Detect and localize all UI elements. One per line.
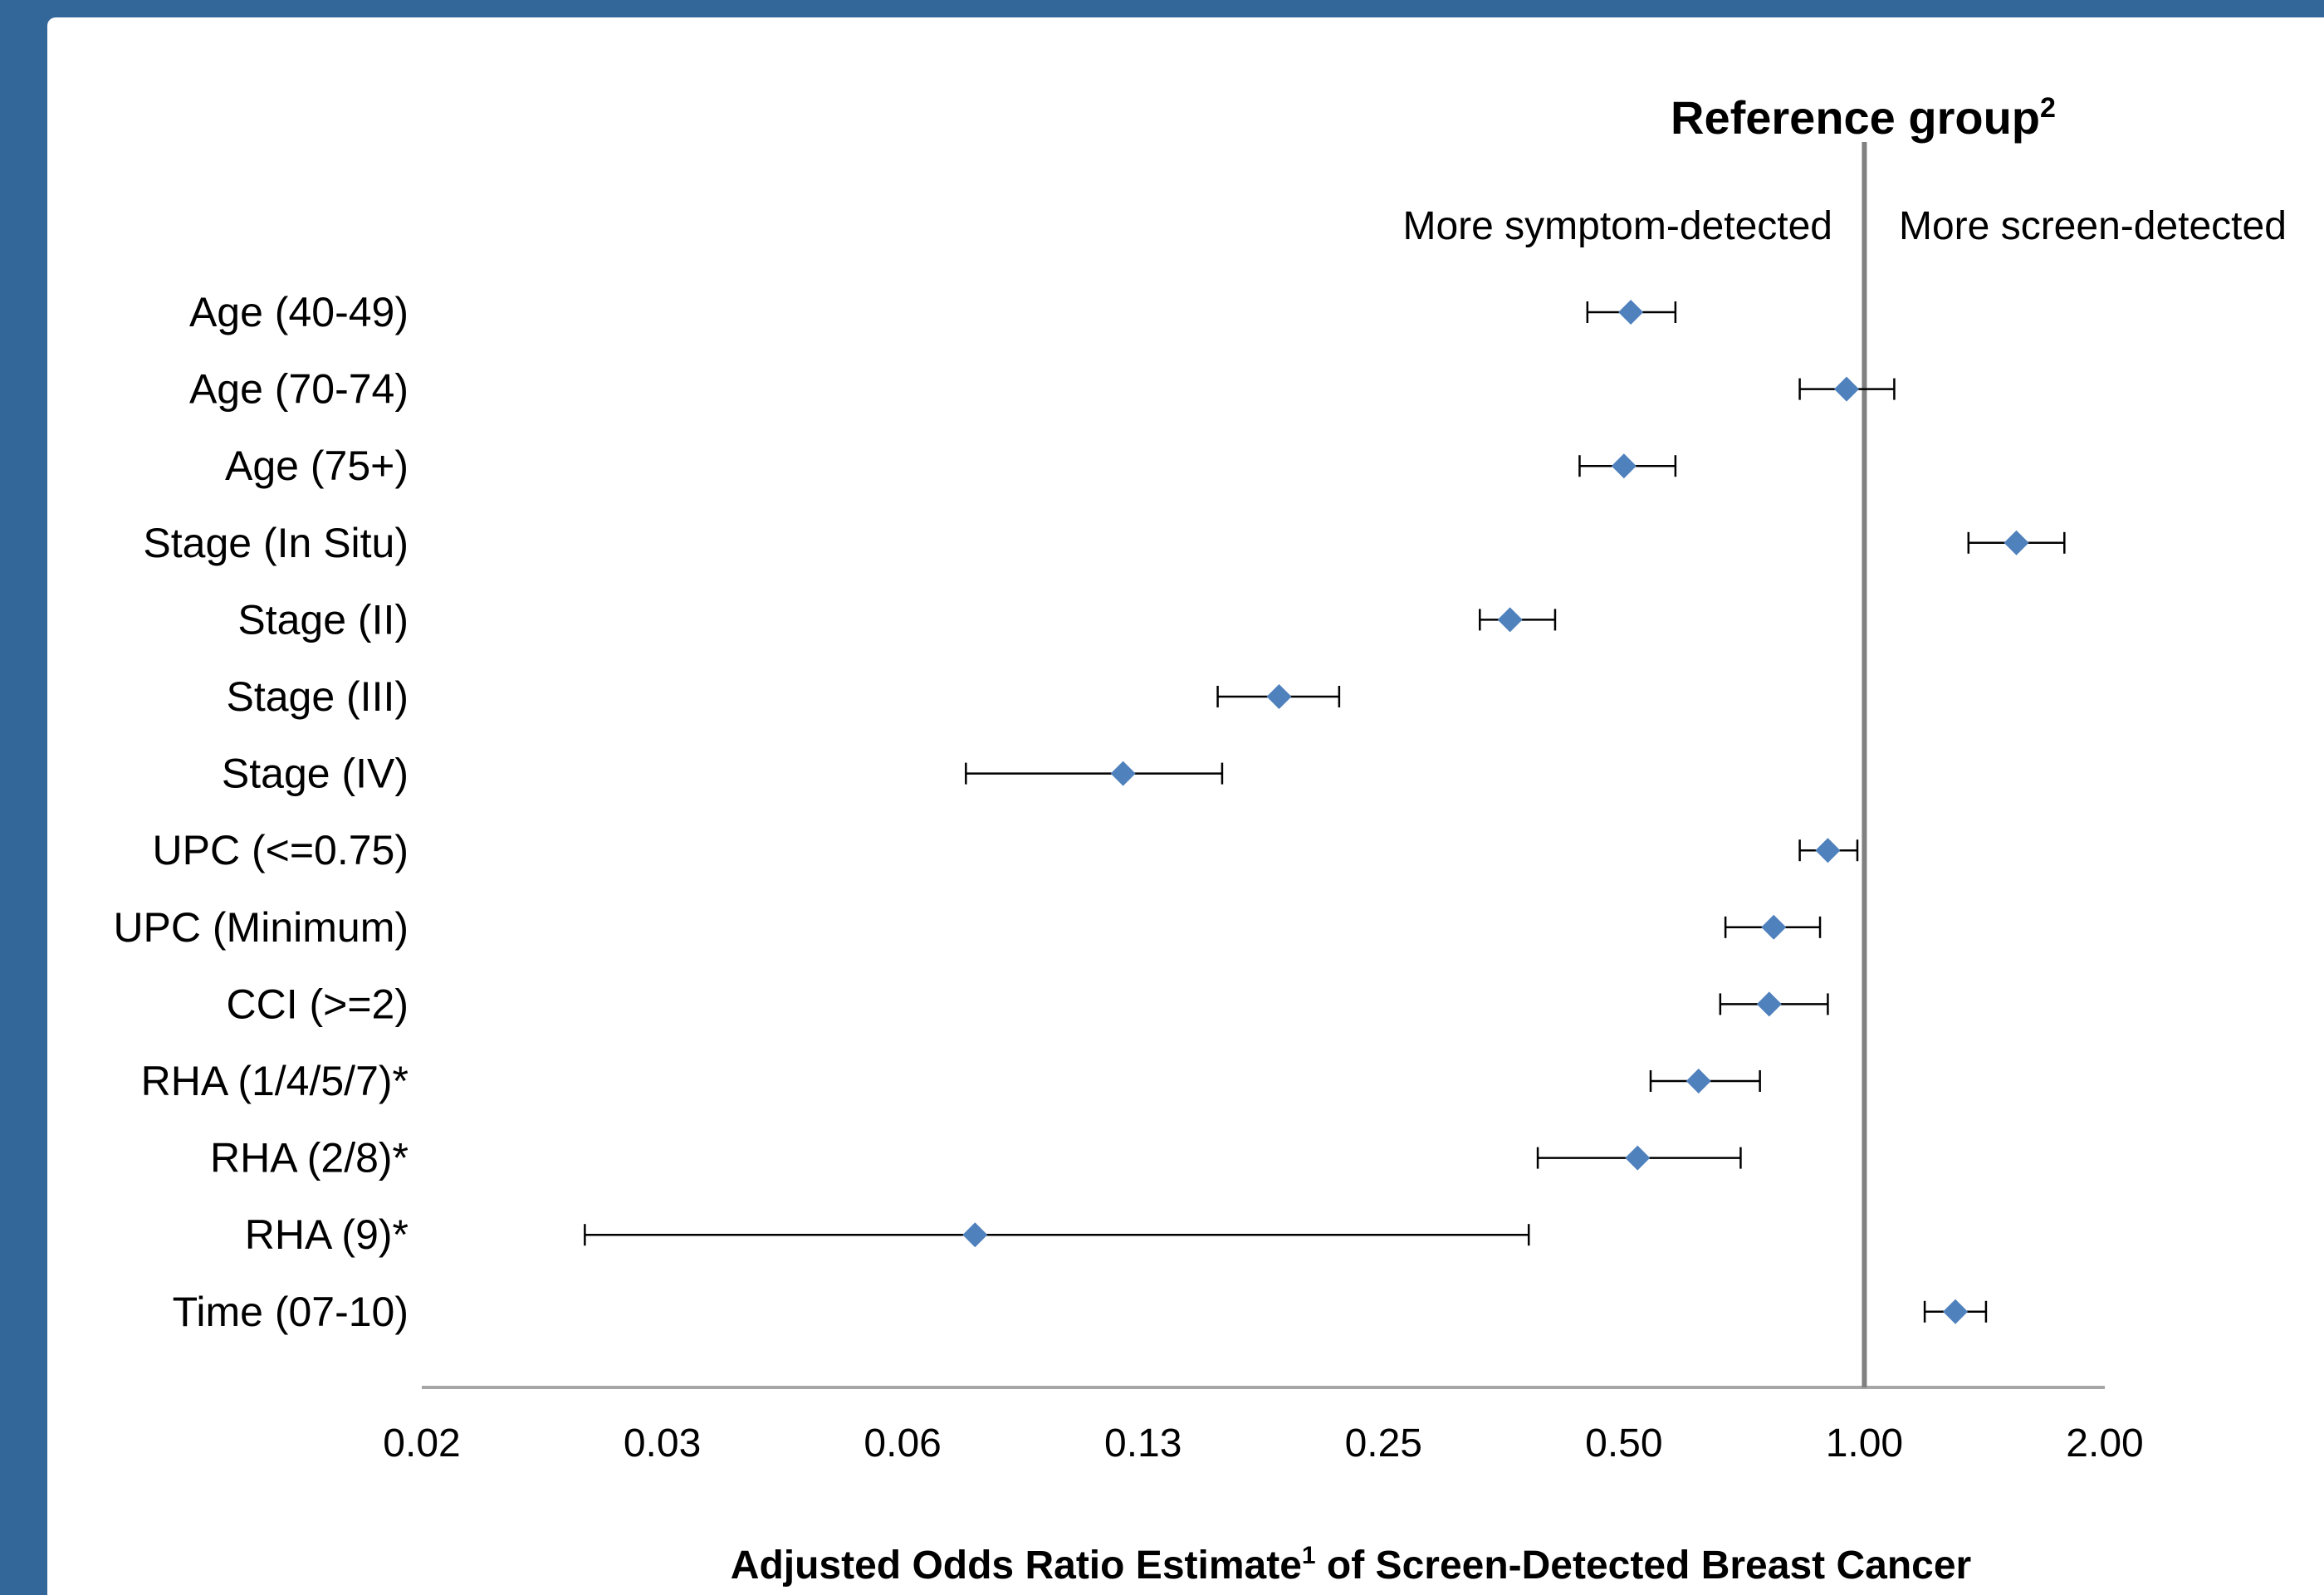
data-row: UPC (<=0.75) xyxy=(153,827,1859,873)
forest-plot: 0.02 0.03 0.06 0.13 0.25 0.50 1.00 2.00 Age (40… xyxy=(113,91,2287,1588)
data-row: Stage (II) xyxy=(237,596,1557,643)
estimate-marker xyxy=(1625,1145,1651,1171)
row-label: UPC (<=0.75) xyxy=(153,827,409,873)
row-label: Stage (IV) xyxy=(222,751,409,797)
row-label: CCI (>=2) xyxy=(226,981,409,1027)
row-label: RHA (9)* xyxy=(245,1211,409,1258)
data-row: Stage (In Situ) xyxy=(143,520,2066,566)
row-label: Age (70-74) xyxy=(189,366,409,413)
row-label: Time (07-10) xyxy=(173,1289,409,1335)
estimate-marker xyxy=(2004,530,2029,555)
estimate-marker xyxy=(1815,838,1841,864)
chart-title: Reference group2 xyxy=(1671,91,2056,144)
x-tick-label: 1.00 xyxy=(1826,1421,1903,1465)
row-label: Age (40-49) xyxy=(189,289,409,335)
x-tick-label: 0.06 xyxy=(864,1421,941,1465)
estimate-marker xyxy=(1756,991,1782,1017)
row-label: Stage (III) xyxy=(226,673,409,720)
row-label: Stage (II) xyxy=(237,596,409,643)
data-row: Age (75+) xyxy=(225,443,1677,489)
estimate-marker xyxy=(1611,453,1637,479)
data-row: CCI (>=2) xyxy=(226,981,1829,1027)
x-tick-label: 0.50 xyxy=(1585,1421,1662,1465)
x-tick-label: 0.02 xyxy=(383,1421,460,1465)
estimate-marker xyxy=(962,1222,988,1248)
x-axis-title: Adjusted Odds Ratio Estimate1 of Screen-… xyxy=(731,1542,1971,1588)
x-tick-label: 2.00 xyxy=(2066,1421,2143,1465)
row-label: RHA (2/8)* xyxy=(210,1135,409,1182)
row-label: UPC (Minimum) xyxy=(113,904,409,951)
x-tick-labels: 0.02 0.03 0.06 0.13 0.25 0.50 1.00 2.00 xyxy=(383,1421,2143,1465)
left-annotation: More symptom-detected xyxy=(1402,204,1832,248)
estimate-marker xyxy=(1686,1069,1711,1094)
data-rows: Age (40-49) Age (70-74) Age (75+) Stage (In… xyxy=(113,289,2066,1335)
estimate-marker xyxy=(1761,914,1787,940)
data-row: Time (07-10) xyxy=(173,1289,1988,1335)
x-tick-label: 0.13 xyxy=(1104,1421,1182,1465)
data-row: Age (70-74) xyxy=(189,366,1896,413)
x-tick-label: 0.25 xyxy=(1345,1421,1422,1465)
data-row: RHA (1/4/5/7)* xyxy=(141,1058,1761,1104)
estimate-marker xyxy=(1110,761,1136,786)
row-label: Stage (In Situ) xyxy=(143,520,409,566)
estimate-marker xyxy=(1834,376,1859,402)
data-row: Stage (III) xyxy=(226,673,1341,720)
estimate-marker xyxy=(1618,300,1644,325)
estimate-marker xyxy=(1266,684,1292,709)
data-row: RHA (2/8)* xyxy=(210,1135,1742,1182)
x-tick-label: 0.03 xyxy=(624,1421,701,1465)
data-row: Age (40-49) xyxy=(189,289,1677,335)
row-label: RHA (1/4/5/7)* xyxy=(141,1058,409,1104)
data-row: UPC (Minimum) xyxy=(113,904,1822,951)
chart-panel: 0.02 0.03 0.06 0.13 0.25 0.50 1.00 2.00 Age (40… xyxy=(47,17,2324,1595)
row-label: Age (75+) xyxy=(225,443,409,489)
estimate-marker xyxy=(1943,1299,1969,1324)
data-row: RHA (9)* xyxy=(245,1211,1530,1258)
data-row: Stage (IV) xyxy=(222,751,1224,797)
right-annotation: More screen-detected xyxy=(1899,204,2287,248)
estimate-marker xyxy=(1497,607,1523,633)
